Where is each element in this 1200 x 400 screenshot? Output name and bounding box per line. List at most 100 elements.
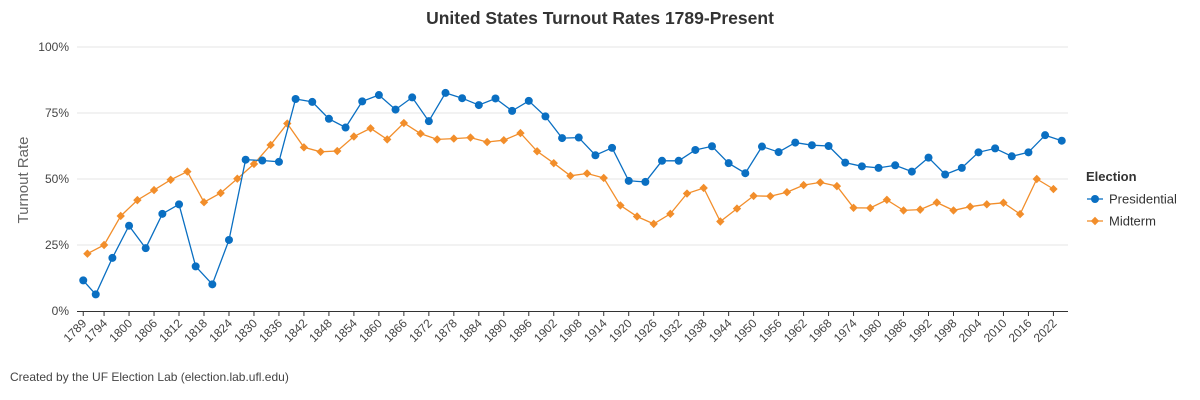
- x-axis: 1789179418001806181218181824183018361842…: [61, 311, 1068, 345]
- midterm-point: [799, 180, 808, 190]
- midterm-point: [649, 219, 658, 229]
- midterm-point: [832, 181, 842, 191]
- midterm-point: [816, 178, 825, 187]
- presidential-point: [324, 114, 333, 123]
- presidential-series: [79, 88, 1066, 299]
- presidential-point: [391, 105, 400, 114]
- presidential-point: [91, 290, 100, 299]
- midterm-point: [882, 195, 892, 205]
- x-tick-label: 1962: [781, 316, 810, 345]
- x-tick-label: 1902: [531, 316, 560, 345]
- midterm-point: [183, 167, 192, 176]
- x-tick-label: 2010: [981, 316, 1010, 345]
- presidential-point: [108, 253, 117, 262]
- presidential-point: [274, 157, 283, 166]
- midterm-point: [549, 158, 558, 168]
- midterm-point: [432, 135, 442, 144]
- midterm-point: [849, 203, 858, 212]
- presidential-point: [258, 156, 267, 165]
- presidential-point: [591, 151, 600, 160]
- x-tick-label: 1932: [656, 316, 685, 345]
- x-tick-label: 1830: [231, 316, 260, 345]
- midterm-point: [682, 189, 692, 198]
- series-layer: [79, 88, 1066, 299]
- presidential-point: [175, 200, 184, 209]
- presidential-point: [774, 148, 783, 157]
- midterm-point: [666, 209, 675, 219]
- presidential-point: [957, 163, 966, 172]
- presidential-point: [558, 134, 567, 143]
- presidential-point: [974, 148, 983, 157]
- x-tick-label: 2016: [1006, 316, 1035, 345]
- x-tick-label: 1914: [581, 316, 610, 345]
- presidential-point: [408, 93, 417, 102]
- presidential-point: [574, 133, 583, 142]
- midterm-point: [166, 175, 175, 184]
- midterm-point: [582, 169, 592, 178]
- presidential-point: [874, 163, 883, 172]
- midterm-point: [416, 129, 425, 138]
- presidential-point: [1057, 136, 1066, 145]
- midterm-point: [199, 198, 209, 207]
- x-tick-label: 1860: [356, 316, 385, 345]
- x-tick-label: 1950: [731, 316, 760, 345]
- midterm-point: [116, 211, 125, 221]
- presidential-point: [508, 106, 517, 115]
- x-tick-label: 1872: [406, 316, 435, 345]
- midterm-point: [532, 147, 542, 156]
- presidential-point: [541, 112, 550, 121]
- presidential-point: [941, 170, 950, 179]
- presidential-point: [674, 156, 683, 165]
- midterm-point: [932, 198, 942, 207]
- x-tick-label: 1908: [556, 316, 585, 345]
- legend: Election Presidential Midterm: [1086, 169, 1177, 229]
- legend-swatch-marker: [1091, 195, 1099, 203]
- legend-swatch-marker: [1090, 216, 1100, 226]
- x-tick-label: 1938: [681, 316, 710, 345]
- midterm-point: [766, 191, 775, 201]
- y-tick-label: 25%: [45, 238, 69, 252]
- midterm-point: [466, 133, 475, 142]
- y-axis-label: Turnout Rate: [15, 137, 32, 224]
- presidential-point: [341, 123, 350, 132]
- chart-title: United States Turnout Rates 1789-Present: [426, 8, 774, 28]
- midterm-point: [316, 147, 325, 157]
- midterm-point: [83, 249, 92, 258]
- midterm-point: [383, 135, 392, 144]
- presidential-point: [1024, 148, 1033, 157]
- x-tick-label: 1854: [331, 316, 360, 345]
- legend-item-presidential[interactable]: Presidential: [1087, 192, 1177, 207]
- midterm-point: [982, 200, 992, 209]
- midterm-point: [1015, 209, 1025, 219]
- presidential-point: [458, 94, 467, 103]
- x-tick-label: 1974: [831, 316, 860, 345]
- legend-label-presidential: Presidential: [1109, 192, 1177, 207]
- presidential-point: [158, 209, 167, 218]
- midterm-point: [333, 146, 342, 156]
- presidential-point: [208, 280, 217, 289]
- presidential-point: [741, 169, 750, 178]
- presidential-point: [807, 141, 816, 150]
- x-tick-label: 1812: [156, 316, 185, 345]
- midterm-point: [499, 135, 508, 145]
- presidential-point: [624, 176, 633, 185]
- presidential-point: [857, 162, 866, 171]
- x-tick-label: 1980: [856, 316, 885, 345]
- presidential-point: [374, 91, 383, 100]
- presidential-point: [474, 101, 483, 110]
- y-tick-label: 100%: [38, 40, 69, 54]
- presidential-point: [125, 221, 134, 230]
- legend-item-midterm[interactable]: Midterm: [1087, 214, 1156, 229]
- presidential-point: [691, 145, 700, 154]
- credit-footer: Created by the UF Election Lab (election…: [10, 370, 289, 384]
- presidential-point: [824, 142, 833, 150]
- midterm-point: [716, 217, 725, 226]
- midterm-point: [632, 212, 642, 221]
- x-tick-label: 2022: [1031, 316, 1060, 345]
- presidential-point: [308, 97, 317, 106]
- x-tick-label: 1986: [881, 316, 910, 345]
- midterm-point: [782, 188, 792, 197]
- presidential-point: [757, 142, 766, 151]
- x-tick-label: 1944: [706, 316, 735, 345]
- presidential-point: [991, 144, 1000, 153]
